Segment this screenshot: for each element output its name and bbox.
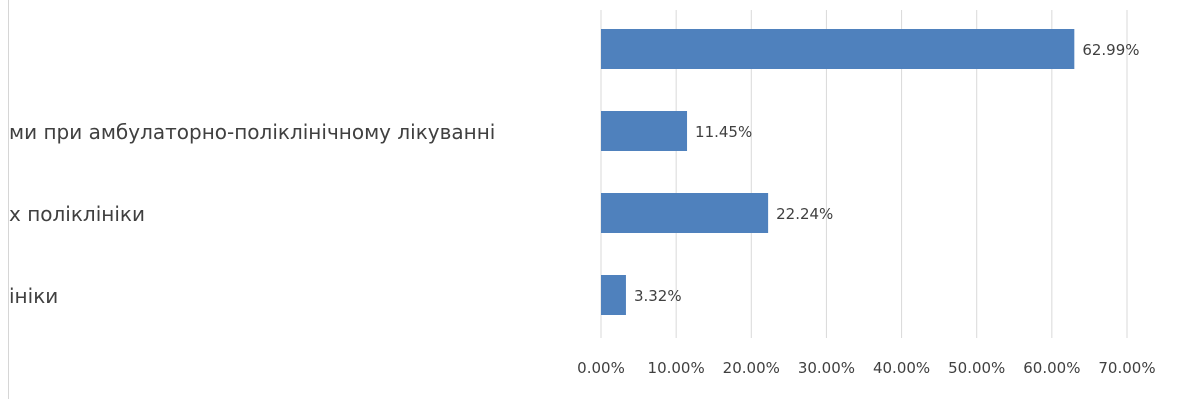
bar	[601, 193, 769, 233]
category-label: ми при амбулаторно-поліклінічному лікува…	[9, 120, 495, 144]
data-label: 22.24%	[776, 205, 833, 223]
x-axis-tick-labels: 0.00% 10.00% 20.00% 30.00% 40.00% 50.00% 60.00…	[577, 359, 1155, 377]
data-label: 11.45%	[695, 123, 752, 141]
bar	[601, 29, 1075, 69]
bars	[601, 29, 1075, 315]
x-tick-label: 20.00%	[723, 359, 780, 377]
x-tick-label: 0.00%	[577, 359, 625, 377]
x-tick-label: 50.00%	[948, 359, 1005, 377]
x-tick-label: 30.00%	[798, 359, 855, 377]
category-label: ініки	[9, 284, 58, 308]
chart-left-border	[8, 0, 9, 399]
x-tick-label: 60.00%	[1023, 359, 1080, 377]
data-label: 62.99%	[1082, 41, 1139, 59]
category-labels: ми при амбулаторно-поліклінічному лікува…	[9, 120, 495, 308]
bar	[601, 111, 688, 151]
data-labels: 62.99% 11.45% 22.24% 3.32%	[634, 41, 1140, 305]
x-tick-label: 70.00%	[1098, 359, 1155, 377]
bar	[601, 275, 626, 315]
x-tick-label: 40.00%	[873, 359, 930, 377]
data-label: 3.32%	[634, 287, 682, 305]
x-tick-label: 10.00%	[648, 359, 705, 377]
category-label: х поліклініки	[9, 202, 145, 226]
